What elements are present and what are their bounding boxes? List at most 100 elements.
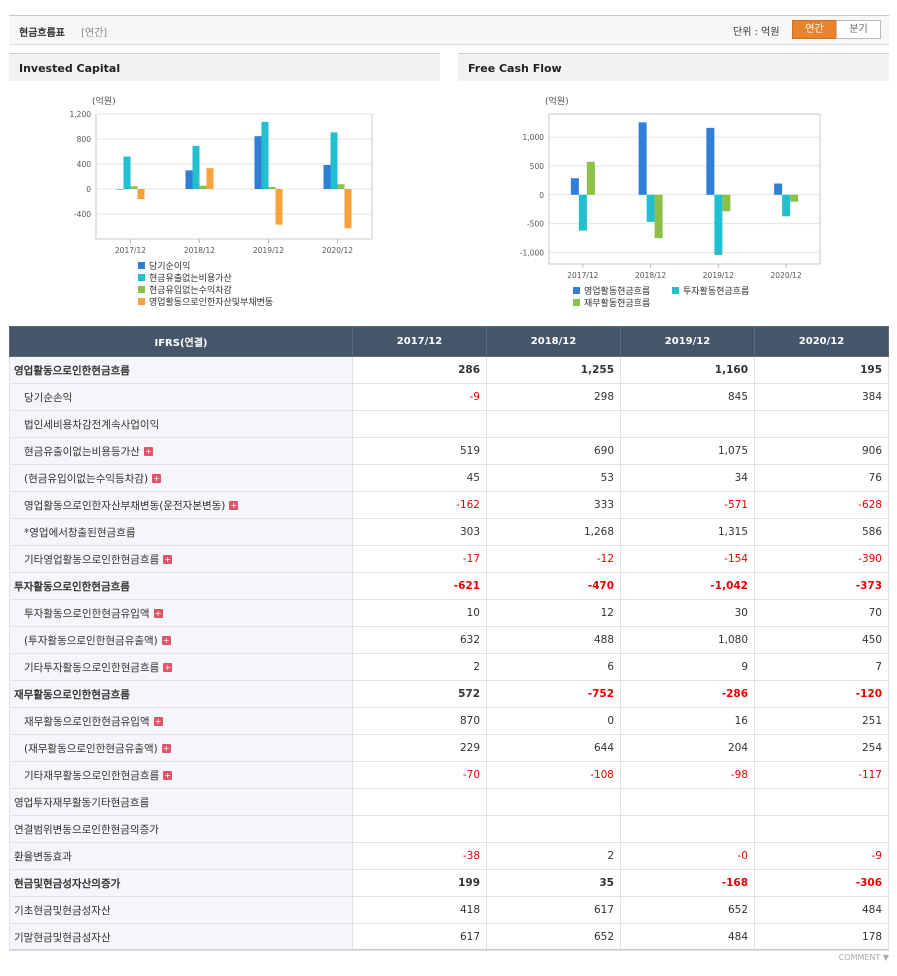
value-cell: 12: [486, 599, 621, 627]
value-cell: -9: [352, 383, 487, 411]
row: 기초현금및현금성자산 418 617 652 484: [9, 896, 889, 924]
legend-label: 재무활동현금흐름: [584, 297, 650, 309]
chart: Free Cash Flow (억원) 1,000 500 0 -500 -1,000 201…: [458, 54, 889, 309]
cell-value: 178: [861, 931, 882, 943]
expand-button[interactable]: +: [143, 447, 153, 456]
cell-value: 229: [459, 742, 480, 754]
cell-value: 70: [868, 607, 882, 619]
legend-label: 영업활동으로인한자산및부채변동: [149, 296, 273, 308]
legend-swatch: [138, 286, 145, 293]
column-header: 2018/12: [486, 326, 621, 357]
expand-button[interactable]: +: [163, 555, 173, 564]
row-label: *영업에서창출된현금흐름: [24, 526, 136, 539]
cell-value: -470: [587, 580, 614, 592]
chart-title: Free Cash Flow: [468, 62, 562, 75]
row-label: 투자활동으로인한현금흐름: [14, 580, 130, 593]
value-cell: 652: [620, 896, 755, 924]
cell-value: 30: [734, 607, 748, 619]
value-cell: 632: [352, 626, 487, 654]
cell-value: 1,268: [583, 526, 614, 538]
value-cell: -470: [486, 572, 621, 600]
row-label-cell: 영업활동으로인한자산부채변동(운전자본변동) +: [9, 491, 353, 519]
row-label-cell: 재무활동으로인한현금유입액 +: [9, 707, 353, 735]
cell-value: 617: [459, 931, 480, 943]
value-cell: -120: [754, 680, 889, 708]
value-cell: 1,255: [486, 356, 621, 384]
expand-button[interactable]: +: [153, 609, 163, 618]
y-tick-label: 1,000: [523, 133, 545, 142]
expand-button[interactable]: +: [229, 501, 239, 510]
cell-value: -38: [462, 850, 480, 862]
tab[interactable]: 분기: [836, 20, 881, 39]
bar: [130, 186, 138, 189]
cell-value: 45: [466, 472, 480, 484]
row-label: 영업투자재무활동기타현금흐름: [14, 796, 150, 809]
expand-button[interactable]: +: [161, 636, 171, 645]
cell-value: 418: [459, 904, 480, 916]
value-cell: -98: [620, 761, 755, 789]
cell-value: 16: [734, 715, 748, 727]
bar: [714, 194, 723, 255]
tab[interactable]: 연간: [792, 20, 837, 39]
row: 기타투자활동으로인한현금흐름 +2 6 9 7: [9, 653, 889, 681]
bar: [344, 189, 352, 229]
row-label: 기타재무활동으로인한현금흐름: [24, 769, 160, 782]
row: 연결범위변동으로인한현금의증가: [9, 815, 889, 843]
cell-value: -621: [453, 580, 480, 592]
row-label-cell: 기타영업활동으로인한현금흐름 +: [9, 545, 353, 573]
value-cell: 204: [620, 734, 755, 762]
bar: [330, 132, 338, 189]
cell-value: 204: [727, 742, 748, 754]
value-cell: 70: [754, 599, 889, 627]
x-tick-label: 2020/12: [322, 246, 353, 255]
expand-button[interactable]: +: [153, 717, 163, 726]
cell-value: -117: [858, 769, 882, 781]
row-label-cell: (재무활동으로인한현금유출액) +: [9, 734, 353, 762]
row-label-cell: 영업투자재무활동기타현금흐름: [9, 788, 353, 816]
legend-swatch: [138, 274, 145, 281]
cell-value: -108: [590, 769, 614, 781]
value-cell: 652: [486, 923, 621, 951]
value-cell: 586: [754, 518, 889, 546]
expand-button[interactable]: +: [152, 474, 162, 483]
value-cell: [754, 410, 889, 438]
value-cell: 519: [352, 437, 487, 465]
row-label-cell: 영업활동으로인한현금흐름: [9, 356, 353, 384]
cell-value: -373: [855, 580, 882, 592]
cell-value: 906: [861, 445, 882, 457]
unit: 단위 : 억원: [733, 27, 780, 38]
expand-button[interactable]: +: [163, 771, 173, 780]
value-cell: -162: [352, 491, 487, 519]
cell-value: 1,255: [580, 364, 614, 376]
row-label: 현금유출이없는비용등가산: [24, 445, 140, 458]
value-cell: 333: [486, 491, 621, 519]
row: 영업활동으로인한자산부채변동(운전자본변동) + -162 333 -571 -628: [9, 491, 889, 519]
comment[interactable]: COMMENT ▼: [9, 949, 889, 962]
row-label-cell: 당기순손익: [9, 383, 353, 411]
expand-button[interactable]: +: [163, 663, 173, 672]
x-tick-label: 2019/12: [253, 246, 284, 255]
cell-value: 1,080: [717, 634, 748, 646]
value-cell: [486, 788, 621, 816]
cell-value: 1,160: [714, 364, 748, 376]
value-cell: 30: [620, 599, 755, 627]
bar: [254, 136, 262, 189]
cell-value: 870: [459, 715, 480, 727]
row-label-cell: *영업에서창출된현금흐름: [9, 518, 353, 546]
row-label-cell: 법인세비용차감전계속사업이익: [9, 410, 353, 438]
cell-value: 1,075: [717, 445, 748, 457]
cell-value: 572: [458, 688, 480, 700]
value-cell: -17: [352, 545, 487, 573]
x-tick-label: 2017/12: [115, 246, 146, 255]
value-cell: -154: [620, 545, 755, 573]
row: 기타영업활동으로인한현금흐름 + -17 -12 -154 -390: [9, 545, 889, 573]
value-cell: 418: [352, 896, 487, 924]
value-cell: -306: [754, 869, 889, 897]
y-tick-label: 0: [539, 191, 544, 200]
expand-button[interactable]: +: [161, 744, 171, 753]
cell-value: 0: [607, 715, 614, 727]
cell-value: 35: [599, 877, 614, 889]
value-cell: 1,315: [620, 518, 755, 546]
y-tick-label: -400: [74, 210, 91, 219]
table: IFRS(연결) 2017/12 2018/12 2019/12 2020/12 영업활동…: [9, 326, 889, 951]
